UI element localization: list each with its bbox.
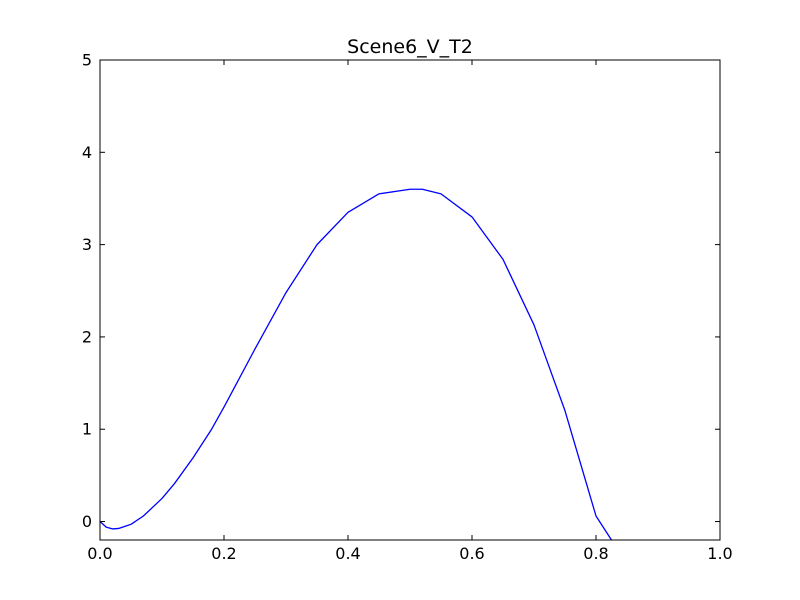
x-tick-label: 0.8 — [583, 544, 608, 563]
series-line-0 — [100, 188, 613, 540]
x-tick-label: 0.0 — [87, 544, 112, 563]
y-tick-label: 4 — [82, 143, 92, 162]
y-tick-label: 2 — [82, 327, 92, 346]
x-tick-label: 1.0 — [707, 544, 732, 563]
y-tick-label: 3 — [82, 235, 92, 254]
y-tick-label: 0 — [82, 512, 92, 531]
chart-title: Scene6_V_T2 — [347, 36, 473, 58]
y-tick-label: 1 — [82, 420, 92, 439]
x-tick-label: 0.6 — [459, 544, 484, 563]
plot-layer: 0.0 0.2 0.4 0.6 0.8 1.0 0 1 2 3 4 5 — [82, 51, 733, 564]
y-tick-label: 5 — [82, 51, 92, 70]
plot-frame — [99, 59, 721, 541]
x-tick-label: 0.2 — [211, 544, 236, 563]
x-tick-label: 0.4 — [335, 544, 360, 563]
